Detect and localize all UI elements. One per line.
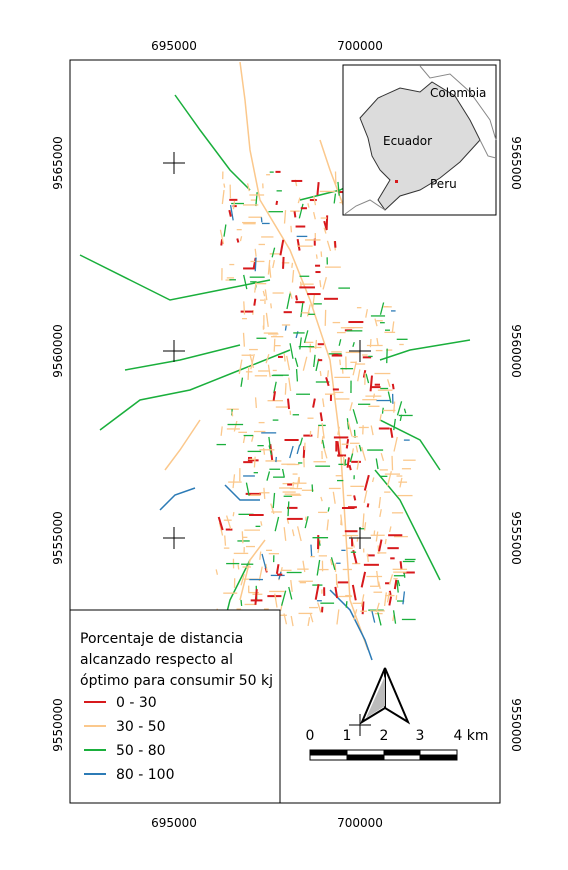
road [354,495,355,500]
road [320,371,321,376]
y-coordinate-label: 9555000 [509,511,523,564]
road [348,457,349,467]
x-coordinate-label: 695000 [151,39,197,53]
road [345,459,346,466]
road [264,448,265,455]
road [255,589,256,605]
road [237,238,238,242]
inset-label: Ecuador [383,134,432,148]
y-coordinate-label: 9565000 [509,136,523,189]
scale-segment [347,755,384,760]
scale-label: 0 [306,728,315,744]
road [288,501,289,516]
road [320,280,321,287]
legend-label: 80 - 100 [116,767,175,783]
road [316,254,317,258]
road [283,257,284,269]
road [241,600,242,606]
road [221,239,222,245]
road [225,536,226,546]
legend-title: alcanzado respecto al [80,652,233,668]
scale-segment [420,755,457,760]
road [244,301,245,314]
inset-label: Colombia [430,86,486,100]
scale-segment [384,750,420,755]
road [371,376,372,392]
road [363,601,364,614]
scale-segment [384,755,420,760]
road [340,360,341,365]
road [248,367,249,380]
road [274,339,275,352]
road [368,503,369,507]
legend: Porcentaje de distancia alcanzado respect… [70,610,280,803]
road [367,554,368,562]
road [238,565,239,570]
scale-segment [310,750,347,755]
y-coordinate-label: 9550000 [51,698,65,751]
road [297,369,298,381]
road [311,545,312,557]
y-coordinate-label: 9550000 [509,698,523,751]
road [328,507,329,511]
road [328,370,329,377]
road [274,391,275,400]
legend-label: 0 - 30 [116,695,157,711]
road [390,591,391,595]
legend-label: 50 - 80 [116,743,166,759]
road [254,299,255,306]
road [242,531,243,543]
road [264,488,265,499]
legend-label: 30 - 50 [116,719,166,735]
scale-segment [347,750,384,755]
road [292,263,293,268]
road [288,399,289,409]
y-coordinate-label: 9560000 [509,324,523,377]
scale-label: 3 [416,728,425,744]
road [255,249,256,257]
road [349,465,350,470]
road [291,226,292,233]
scale-label: 1 [343,728,352,744]
x-coordinate-label: 695000 [151,816,197,830]
y-coordinate-label: 9565000 [51,136,65,189]
road [346,601,347,608]
road [276,201,277,205]
road [404,573,405,578]
road [296,295,297,300]
road [255,257,256,271]
scale-label: 4 km [453,728,488,744]
road [244,333,245,347]
road [317,182,318,195]
road [233,512,234,516]
road [256,397,257,408]
legend-title: óptimo para consumir 50 kj [80,673,273,689]
road [295,211,296,217]
road [285,383,286,395]
road [224,184,225,188]
road [260,552,261,560]
inset-label: Peru [430,177,457,191]
x-coordinate-label: 700000 [337,816,383,830]
road [271,303,272,308]
road [385,539,386,544]
road [393,384,394,389]
road [254,457,255,468]
y-coordinate-label: 9555000 [51,511,65,564]
scale-segment [420,750,457,755]
scale-label: 2 [380,728,389,744]
road [285,325,286,331]
legend-title: Porcentaje de distancia [80,631,243,647]
y-coordinate-label: 9560000 [51,324,65,377]
scale-segment [310,755,347,760]
road [316,340,317,349]
x-coordinate-label: 700000 [337,39,383,53]
road [321,412,322,421]
study-area [395,180,398,183]
